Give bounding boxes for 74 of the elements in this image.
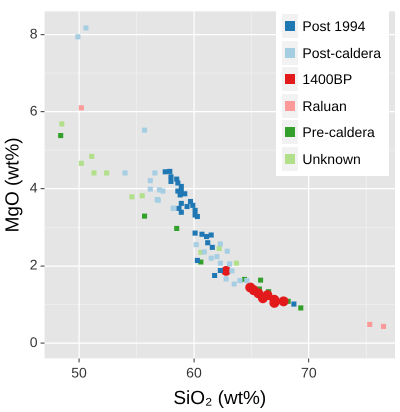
point bbox=[262, 290, 272, 300]
point bbox=[214, 254, 220, 260]
point bbox=[380, 324, 386, 329]
y-axis-title: MgO (wt%) bbox=[2, 137, 24, 232]
legend-label: Raluan bbox=[302, 96, 347, 116]
y-tick-label: 8 bbox=[30, 25, 38, 42]
point bbox=[184, 204, 190, 210]
point bbox=[170, 205, 176, 211]
point bbox=[78, 160, 84, 166]
legend-label: Post-caldera bbox=[302, 44, 381, 62]
point bbox=[178, 210, 184, 215]
x-tick-label: 60 bbox=[186, 364, 202, 381]
point bbox=[91, 170, 97, 176]
point bbox=[224, 276, 229, 282]
y-tick-label: 2 bbox=[30, 256, 38, 273]
y-tick-label: 6 bbox=[30, 102, 38, 119]
point bbox=[278, 296, 289, 306]
point bbox=[148, 178, 153, 184]
point bbox=[178, 200, 184, 206]
point bbox=[218, 268, 223, 274]
point bbox=[199, 232, 205, 237]
point bbox=[122, 170, 128, 176]
point bbox=[234, 260, 239, 266]
point bbox=[142, 214, 148, 219]
point bbox=[229, 268, 234, 274]
point bbox=[224, 248, 230, 254]
point bbox=[182, 191, 188, 196]
point bbox=[104, 170, 110, 176]
point bbox=[232, 281, 237, 287]
point bbox=[218, 260, 223, 266]
point bbox=[59, 121, 64, 127]
point bbox=[204, 234, 210, 240]
point bbox=[194, 242, 199, 248]
point bbox=[89, 154, 94, 159]
legend-label: 1400BP bbox=[302, 70, 352, 89]
point bbox=[75, 34, 80, 40]
point bbox=[160, 188, 166, 194]
x-tick-label: 50 bbox=[71, 364, 88, 381]
point bbox=[212, 272, 218, 278]
point bbox=[291, 301, 296, 307]
legend-label: Post 1994 bbox=[302, 17, 366, 36]
point bbox=[140, 193, 145, 198]
point bbox=[167, 168, 172, 174]
point bbox=[205, 240, 210, 246]
legend-label: Pre-caldera bbox=[302, 123, 375, 142]
point bbox=[142, 128, 148, 133]
point bbox=[192, 230, 198, 236]
point bbox=[190, 202, 196, 208]
point bbox=[208, 256, 214, 261]
point bbox=[216, 246, 222, 252]
point bbox=[258, 278, 264, 283]
y-tick-label: 0 bbox=[30, 334, 38, 350]
point bbox=[174, 226, 180, 232]
point bbox=[168, 178, 174, 184]
point bbox=[210, 244, 215, 250]
legend-label: Unknown bbox=[302, 150, 361, 168]
point bbox=[78, 105, 84, 110]
point bbox=[298, 305, 304, 310]
point bbox=[152, 170, 158, 176]
point bbox=[83, 25, 88, 31]
point bbox=[162, 169, 168, 174]
point bbox=[218, 241, 223, 246]
x-axis-title: SiO₂ (wt%) bbox=[173, 388, 266, 409]
point bbox=[227, 261, 232, 266]
point bbox=[237, 278, 242, 284]
point bbox=[244, 278, 250, 284]
point bbox=[58, 133, 64, 138]
point bbox=[367, 322, 372, 328]
y-tick-label: 4 bbox=[30, 180, 38, 196]
x-tick-label: 70 bbox=[301, 364, 317, 381]
point bbox=[194, 258, 200, 264]
point bbox=[129, 194, 134, 200]
point bbox=[202, 249, 207, 255]
point bbox=[148, 186, 153, 192]
